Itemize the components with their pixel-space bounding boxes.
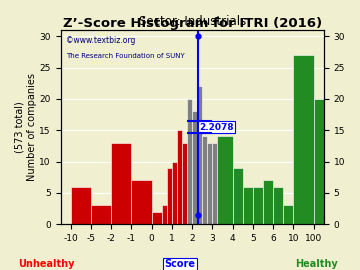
- Text: Score: Score: [165, 259, 195, 269]
- Bar: [131, 180, 152, 224]
- Y-axis label: (573 total)
Number of companies: (573 total) Number of companies: [15, 73, 37, 181]
- Bar: [217, 137, 233, 224]
- Bar: [202, 137, 207, 224]
- Bar: [152, 212, 162, 224]
- Bar: [243, 187, 253, 224]
- Bar: [187, 99, 192, 224]
- Bar: [197, 86, 202, 224]
- Bar: [162, 205, 167, 224]
- Bar: [167, 168, 172, 224]
- Bar: [91, 205, 111, 224]
- Bar: [177, 130, 182, 224]
- Bar: [192, 112, 197, 224]
- Bar: [273, 187, 283, 224]
- Bar: [253, 187, 263, 224]
- Bar: [263, 180, 273, 224]
- Bar: [71, 187, 91, 224]
- Bar: [207, 143, 212, 224]
- Text: 2.2078: 2.2078: [199, 123, 234, 131]
- Bar: [172, 161, 177, 224]
- Title: Z’-Score Histogram for ITRI (2016): Z’-Score Histogram for ITRI (2016): [63, 17, 322, 30]
- Text: The Research Foundation of SUNY: The Research Foundation of SUNY: [66, 53, 185, 59]
- Bar: [283, 205, 293, 224]
- Bar: [293, 55, 314, 224]
- Bar: [111, 143, 131, 224]
- Text: Unhealthy: Unhealthy: [19, 259, 75, 269]
- Bar: [212, 143, 217, 224]
- Text: Sector: Industrials: Sector: Industrials: [139, 15, 246, 28]
- Bar: [182, 143, 187, 224]
- Text: ©www.textbiz.org: ©www.textbiz.org: [66, 36, 135, 45]
- Text: Healthy: Healthy: [296, 259, 338, 269]
- Bar: [233, 168, 243, 224]
- Bar: [314, 99, 334, 224]
